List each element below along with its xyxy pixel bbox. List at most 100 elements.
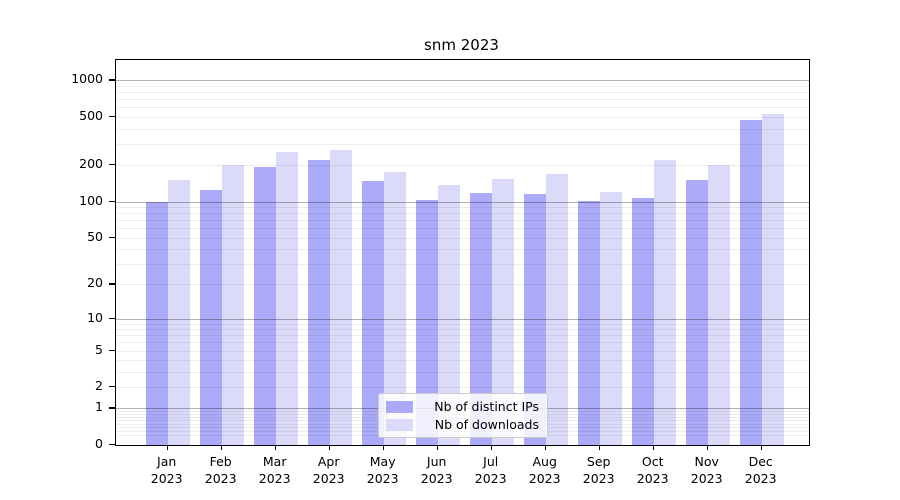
y-tick-mark-1 — [109, 407, 115, 409]
gridline-20 — [116, 284, 809, 286]
y-tick-mark-20 — [109, 283, 115, 285]
x-tick-year: 2023 — [150, 471, 183, 486]
x-tick-label-jul: Jul 2023 — [464, 453, 518, 487]
x-tick-mark-may — [382, 445, 384, 450]
bar-distinct-ips-mar — [253, 167, 276, 445]
x-tick-year: 2023 — [312, 471, 345, 486]
y-tick-label-5: 5 — [95, 341, 103, 357]
gridline-30 — [116, 263, 809, 265]
bar-distinct-ips-jul — [469, 192, 492, 445]
y-tick-mark-50 — [109, 236, 115, 238]
x-tick-label-jan: Jan 2023 — [140, 453, 194, 487]
x-tick-mark-jul — [490, 445, 492, 450]
x-tick-year: 2023 — [366, 471, 399, 486]
x-tick-mark-jan — [166, 445, 168, 450]
y-tick-mark-2 — [109, 386, 115, 388]
gridline-50 — [116, 237, 809, 239]
bar-distinct-ips-feb — [199, 190, 222, 445]
chart-title: snm 2023 — [424, 36, 499, 54]
x-tick-mark-apr — [328, 445, 330, 450]
bar-downloads-dec — [761, 113, 784, 445]
gridline-1000 — [116, 80, 809, 82]
y-tick-label-500: 500 — [79, 108, 103, 123]
gridline-5 — [116, 350, 809, 352]
gridline-200 — [116, 165, 809, 167]
x-tick-year: 2023 — [420, 471, 453, 486]
y-tick-mark-5 — [109, 349, 115, 351]
x-tick-label-nov: Nov 2023 — [680, 453, 734, 487]
legend-item-distinct-ips: Nb of distinct IPs — [386, 399, 539, 414]
gridline-90 — [116, 207, 809, 208]
x-tick-year: 2023 — [474, 471, 507, 486]
gridline-70 — [116, 220, 809, 222]
gridline-300 — [116, 143, 809, 145]
x-tick-label-feb: Feb 2023 — [194, 453, 248, 487]
x-tick-label-jun: Jun 2023 — [410, 453, 464, 487]
legend-label-distinct-ips: Nb of distinct IPs — [434, 399, 539, 414]
bar-downloads-may — [383, 171, 406, 445]
x-tick-mark-aug — [544, 445, 546, 450]
x-tick-mark-dec — [760, 445, 762, 450]
gridline-100 — [116, 201, 809, 203]
bar-downloads-mar — [275, 152, 298, 445]
x-tick-year: 2023 — [744, 471, 777, 486]
plot-area — [115, 59, 810, 446]
bar-distinct-ips-dec — [739, 120, 762, 445]
bar-distinct-ips-oct — [631, 197, 654, 445]
bar-downloads-sep — [599, 192, 622, 445]
bar-downloads-oct — [653, 160, 676, 445]
bar-downloads-jun — [437, 185, 460, 445]
legend: Nb of distinct IPs Nb of downloads — [378, 393, 548, 438]
gridline-500 — [116, 117, 809, 118]
x-tick-mark-sep — [598, 445, 600, 450]
y-tick-label-1000: 1000 — [71, 71, 103, 87]
bar-downloads-jan — [167, 180, 190, 445]
gridline-40 — [116, 249, 809, 250]
x-tick-year: 2023 — [690, 471, 723, 486]
y-tick-mark-200 — [109, 164, 115, 166]
x-tick-mark-feb — [220, 445, 222, 450]
y-tick-label-10: 10 — [87, 309, 103, 325]
y-tick-mark-100 — [109, 200, 115, 202]
x-tick-mark-oct — [652, 445, 654, 450]
y-tick-label-50: 50 — [87, 228, 103, 244]
x-tick-year: 2023 — [582, 471, 615, 486]
gridline-400 — [116, 128, 809, 130]
x-tick-label-mar: Mar 2023 — [248, 453, 302, 487]
bar-distinct-ips-apr — [307, 159, 330, 445]
y-tick-mark-10 — [109, 317, 115, 319]
x-tick-label-oct: Oct 2023 — [626, 453, 680, 487]
y-tick-label-20: 20 — [87, 275, 103, 291]
bar-distinct-ips-aug — [523, 194, 546, 445]
gridline-7 — [116, 335, 809, 337]
gridline-9 — [116, 323, 809, 325]
legend-swatch-distinct-ips — [386, 400, 413, 413]
y-tick-mark-0 — [109, 444, 115, 446]
bar-distinct-ips-jun — [415, 199, 438, 445]
bar-distinct-ips-jan — [145, 201, 168, 445]
gridline-60 — [116, 228, 809, 230]
x-tick-label-dec: Dec 2023 — [734, 453, 788, 487]
x-tick-year: 2023 — [204, 471, 237, 486]
legend-label-downloads: Nb of downloads — [434, 417, 539, 432]
x-tick-label-apr: Apr 2023 — [302, 453, 356, 487]
x-tick-mark-jun — [436, 445, 438, 450]
x-tick-label-sep: Sep 2023 — [572, 453, 626, 487]
bar-distinct-ips-may — [361, 181, 384, 445]
y-tick-mark-1000 — [109, 79, 115, 81]
y-tick-label-2: 2 — [95, 378, 103, 393]
gridline-80 — [116, 213, 809, 215]
x-tick-year: 2023 — [258, 471, 291, 486]
bar-distinct-ips-sep — [577, 201, 600, 445]
gridline-6 — [116, 342, 809, 344]
x-tick-year: 2023 — [528, 471, 561, 486]
y-tick-label-1: 1 — [95, 399, 103, 415]
x-tick-label-aug: Aug 2023 — [518, 453, 572, 487]
y-tick-label-100: 100 — [79, 192, 103, 208]
legend-swatch-downloads — [386, 418, 413, 431]
x-tick-mark-nov — [706, 445, 708, 450]
y-tick-label-0: 0 — [95, 436, 103, 451]
gridline-600 — [116, 107, 809, 109]
y-tick-label-200: 200 — [79, 156, 103, 172]
